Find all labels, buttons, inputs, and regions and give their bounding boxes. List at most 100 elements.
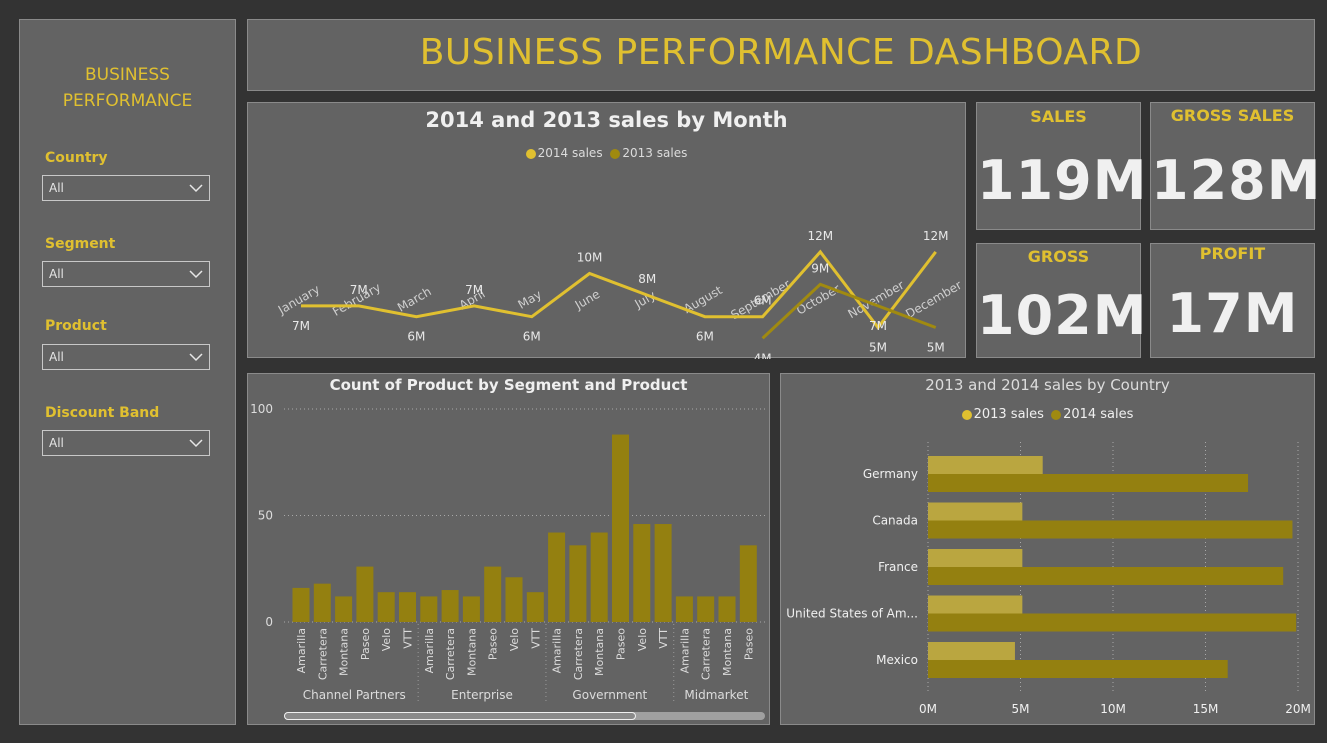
data-label: 7M xyxy=(292,319,310,333)
data-label: 12M xyxy=(807,229,833,243)
product-slicer-label: Product xyxy=(45,318,107,334)
bar xyxy=(569,545,587,622)
x-tick-label: Montana xyxy=(465,628,478,676)
group-label: Channel Partners xyxy=(303,688,406,702)
x-tick-label: Montana xyxy=(338,628,351,676)
x-tick-label: 10M xyxy=(1100,702,1126,716)
data-label: 5M xyxy=(927,341,945,355)
bar xyxy=(292,587,310,622)
bar-chart-plot: 0M 5M 10M 15M 20M Germany Canada France United S… xyxy=(786,442,1311,716)
card-title: GROSS xyxy=(1027,247,1090,266)
card-value: 17M xyxy=(1166,282,1299,345)
header-panel: BUSINESS PERFORMANCE DASHBOARD xyxy=(247,19,1315,91)
x-tick-label: VTT xyxy=(657,628,670,649)
x-tick-label: Paseo xyxy=(359,628,372,660)
chevron-down-icon xyxy=(189,270,203,279)
sales-by-month-chart[interactable]: 2014 and 2013 sales by Month 2014 sales … xyxy=(247,102,966,359)
legend-dot-2013 xyxy=(961,409,972,420)
x-tick-label: VTT xyxy=(529,628,542,649)
x-tick-label: Montana xyxy=(721,628,734,676)
legend-2014-label: 2014 sales xyxy=(537,146,603,160)
product-dropdown[interactable]: All xyxy=(42,344,210,370)
bar-2013 xyxy=(928,549,1023,567)
bar xyxy=(675,596,693,622)
data-label: 6M xyxy=(523,330,541,344)
bar-2013 xyxy=(928,456,1043,474)
group-label: Government xyxy=(572,688,647,702)
x-tick-label: Carretera xyxy=(316,628,329,680)
y-tick-label: United States of Am... xyxy=(786,607,918,621)
bar xyxy=(356,566,374,622)
series-line-2013-sales xyxy=(761,282,937,340)
x-tick-label: 15M xyxy=(1193,702,1219,716)
card-title: SALES xyxy=(1030,107,1087,126)
chart-title: Count of Product by Segment and Product xyxy=(329,376,688,394)
segment-dropdown[interactable]: All xyxy=(42,261,210,287)
bar-2013 xyxy=(928,642,1015,660)
x-tick-label: 0M xyxy=(919,702,937,716)
scrollbar-track[interactable] xyxy=(284,712,765,720)
y-tick-label: Germany xyxy=(863,467,918,481)
bar xyxy=(420,596,438,622)
x-tick-label: Paseo xyxy=(742,628,755,660)
country-slicer-label: Country xyxy=(45,150,108,166)
group-label: Midmarket xyxy=(684,688,748,702)
profit-card: PROFIT 17M xyxy=(1150,243,1315,358)
data-label: 5M xyxy=(869,341,887,355)
chart-legend: 2014 sales 2013 sales xyxy=(248,146,965,160)
y-tick-label: Mexico xyxy=(876,653,918,667)
segment-slicer-label: Segment xyxy=(45,236,116,252)
bar xyxy=(399,592,416,622)
bar xyxy=(335,596,353,622)
chart-legend: 2013 sales 2014 sales xyxy=(781,407,1314,422)
sales-card: SALES 119M xyxy=(976,102,1148,230)
x-tick-label: Velo xyxy=(380,628,393,651)
x-tick-label: Amarilla xyxy=(678,628,691,673)
column-chart-plot: 100 50 0 Amarilla Carretera Montana Paseo Velo V… xyxy=(250,402,765,704)
chart-title: 2014 and 2013 sales by Month xyxy=(425,108,788,132)
bar-2014 xyxy=(928,613,1297,632)
bar-2014 xyxy=(928,474,1249,492)
bar-2014 xyxy=(928,520,1293,539)
x-tick-label: Montana xyxy=(593,628,606,676)
data-label: 6M xyxy=(754,294,772,308)
scrollbar-thumb[interactable] xyxy=(284,712,636,720)
y-tick-label: 50 xyxy=(258,509,273,523)
card-title: PROFIT xyxy=(1199,244,1266,263)
bar xyxy=(462,596,480,622)
bar xyxy=(612,434,629,622)
legend-dot-2014 xyxy=(525,148,536,159)
discount-band-dropdown[interactable]: All xyxy=(42,430,210,456)
product-dropdown-value: All xyxy=(49,350,64,364)
x-tick-label: Velo xyxy=(636,628,649,651)
x-tick-label: 20M xyxy=(1285,702,1311,716)
product-count-chart[interactable]: Count of Product by Segment and Product … xyxy=(247,373,770,725)
x-tick-label: Carretera xyxy=(572,628,585,680)
bar xyxy=(484,566,502,622)
legend-2014-label: 2014 sales xyxy=(1063,407,1134,422)
bar xyxy=(697,596,715,622)
bar xyxy=(377,592,395,622)
sales-by-country-chart[interactable]: 2013 and 2014 sales by Country 2013 sale… xyxy=(780,373,1315,725)
data-label: 10M xyxy=(577,251,603,265)
bar xyxy=(590,532,608,622)
chart-title: 2013 and 2014 sales by Country xyxy=(925,376,1170,394)
bar-2014 xyxy=(928,567,1284,585)
y-tick-label: 0 xyxy=(265,615,273,629)
card-value: 119M xyxy=(977,149,1148,212)
sidebar-panel: BUSINESS PERFORMANCE Country All Segment… xyxy=(19,19,236,725)
data-label: 6M xyxy=(407,330,425,344)
bar-2014 xyxy=(928,660,1228,678)
x-tick-label: Amarilla xyxy=(423,628,436,673)
data-label: 8M xyxy=(638,272,656,286)
data-label: 7M xyxy=(869,319,887,333)
sidebar-title: BUSINESS PERFORMANCE xyxy=(20,62,235,114)
sidebar-title-line1: BUSINESS xyxy=(85,65,170,85)
gross-sales-card: GROSS SALES 128M xyxy=(1150,102,1320,230)
x-tick-label: May xyxy=(516,287,544,312)
group-label: Enterprise xyxy=(451,688,513,702)
bar-2013 xyxy=(928,595,1023,614)
x-tick-label: VTT xyxy=(402,628,415,649)
country-dropdown[interactable]: All xyxy=(42,175,210,201)
card-value: 102M xyxy=(977,284,1148,347)
